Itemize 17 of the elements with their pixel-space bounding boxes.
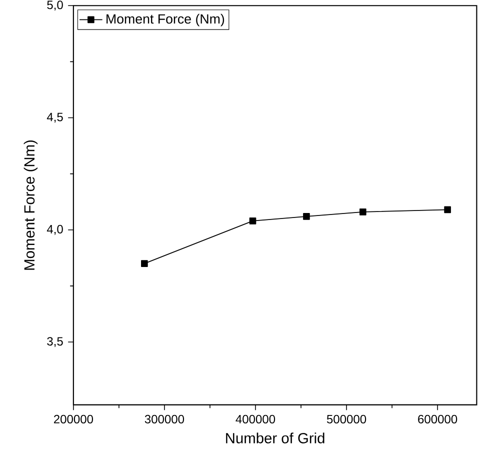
x-tick-label: 600000 [418, 415, 458, 424]
point [359, 208, 366, 216]
point [141, 260, 148, 268]
y-tick-label: 5,0 [47, 0, 63, 11]
y-tick-label: 3,5 [47, 337, 63, 348]
y-axis-title: Moment Force (Nm) [24, 140, 38, 270]
x-axis-title: Number of Grid [226, 432, 324, 444]
x-tick-label: 500000 [326, 415, 366, 424]
y-tick-label: 4,5 [46, 113, 63, 123]
legend-label: Moment Force (Nm) [106, 14, 224, 27]
y-tick-label: 4,0 [46, 225, 63, 236]
point [249, 218, 256, 225]
x-tick-label: 300000 [144, 415, 184, 424]
x-tick-label: 200000 [54, 415, 94, 424]
point [444, 206, 451, 214]
point [303, 213, 310, 220]
x-tick-label: 400000 [236, 415, 276, 424]
